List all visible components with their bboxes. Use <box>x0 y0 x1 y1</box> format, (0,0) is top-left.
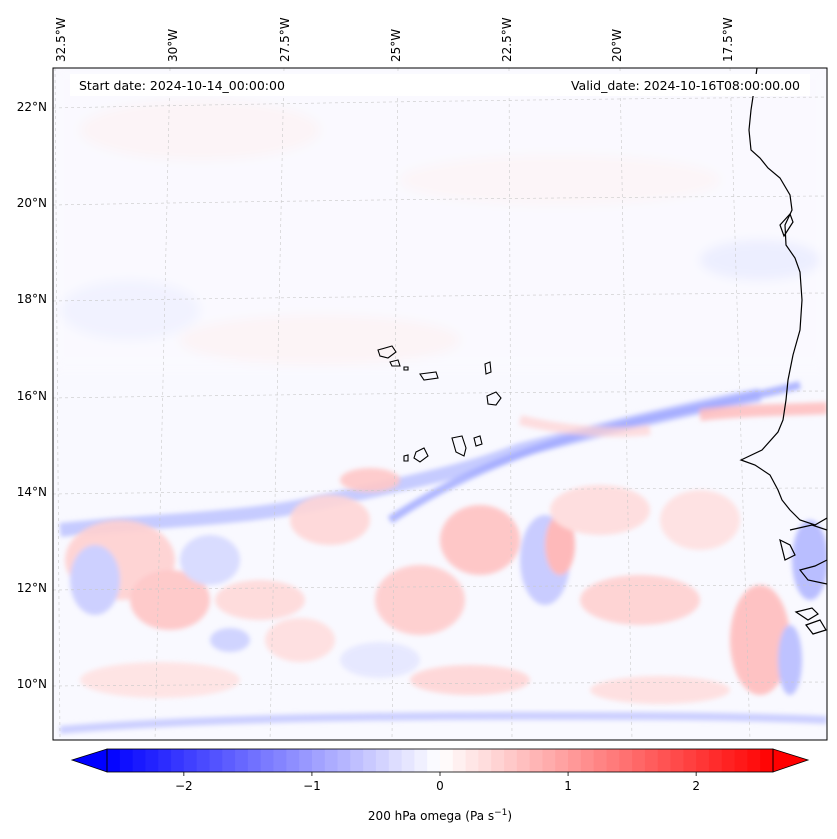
longitude-labels: 32.5°W 30°W 27.5°W 25°W 22.5°W 20°W 17.5… <box>54 17 735 62</box>
colorbar-tick-label: 0 <box>436 779 444 793</box>
colorbar-segment <box>158 749 172 772</box>
colorbar-segment <box>363 749 377 772</box>
map-frame <box>52 67 828 741</box>
omega-field <box>53 68 827 740</box>
colorbar-segment <box>516 749 531 772</box>
colorbar-segment <box>760 749 774 772</box>
info-bar <box>70 74 810 96</box>
lat-label: 16°N <box>17 389 47 403</box>
colorbar-segment <box>491 749 505 772</box>
colorbar-segment <box>504 749 518 772</box>
colorbar-segment <box>235 749 249 772</box>
colorbar-segment <box>644 749 659 772</box>
lat-label: 14°N <box>17 485 47 499</box>
colorbar-tick-label: 1 <box>564 779 572 793</box>
colorbar-segment <box>171 749 185 772</box>
colorbar-tick-label: −1 <box>303 779 321 793</box>
map-panel: Start date: 2024-10-14_00:00:00 Valid_da… <box>52 67 828 741</box>
colorbar-segment <box>606 749 620 772</box>
colorbar-segment <box>721 749 736 772</box>
colorbar-segment <box>427 749 441 772</box>
colorbar-label-exp: −1 <box>494 808 507 818</box>
colorbar-segments <box>107 749 774 772</box>
coastline <box>739 68 827 635</box>
latitude-labels: 22°N 20°N 18°N 16°N 14°N 12°N 10°N <box>17 100 47 691</box>
colorbar-segment <box>401 749 415 772</box>
colorbar-segment <box>708 749 723 772</box>
colorbar-segment <box>132 749 146 772</box>
lon-label: 27.5°W <box>278 17 292 62</box>
colorbar-segment <box>324 749 339 772</box>
colorbar: −2 −1 0 1 2 200 hPa omega (Pa s−1) <box>70 748 810 823</box>
colorbar-segment <box>119 749 134 772</box>
colorbar-segment <box>734 749 748 772</box>
lat-label: 20°N <box>17 196 47 210</box>
lon-label: 22.5°W <box>500 17 514 62</box>
colorbar-segment <box>657 749 672 772</box>
colorbar-segment <box>555 749 569 772</box>
colorbar-segment <box>593 749 607 772</box>
colorbar-min-extend <box>70 748 108 773</box>
colorbar-tick-label: 2 <box>692 779 700 793</box>
lon-label: 30°W <box>166 29 180 62</box>
colorbar-segment <box>670 749 684 772</box>
colorbar-segment <box>337 749 351 772</box>
colorbar-segment <box>568 749 582 772</box>
colorbar-segment <box>632 749 646 772</box>
colorbar-segment <box>388 749 403 772</box>
valid-date-label: Valid_date: 2024-10-16T08:00:00.00 <box>571 78 800 93</box>
colorbar-segment <box>683 749 697 772</box>
colorbar-segment <box>542 749 556 772</box>
lat-label: 12°N <box>17 581 47 595</box>
colorbar-segment <box>107 749 121 772</box>
colorbar-segment <box>478 749 492 772</box>
lon-label: 25°W <box>389 29 403 62</box>
colorbar-segment <box>222 749 236 772</box>
colorbar-label-main: 200 hPa omega (Pa s <box>368 809 494 823</box>
colorbar-segment <box>183 749 198 772</box>
colorbar-segment <box>286 749 300 772</box>
colorbar-segment <box>580 749 595 772</box>
colorbar-segment <box>452 749 467 772</box>
start-date-label: Start date: 2024-10-14_00:00:00 <box>79 78 285 93</box>
colorbar-segment <box>260 749 274 772</box>
lon-label: 32.5°W <box>54 17 68 62</box>
colorbar-segment <box>311 749 326 772</box>
graticule <box>53 68 827 740</box>
lon-label: 17.5°W <box>721 17 735 62</box>
colorbar-segment <box>247 749 262 772</box>
colorbar-segment <box>209 749 223 772</box>
colorbar-segment <box>299 749 313 772</box>
cape-verde-islands <box>377 345 502 463</box>
colorbar-tick-label: −2 <box>175 779 193 793</box>
colorbar-ticks: −2 −1 0 1 2 <box>175 772 700 793</box>
colorbar-segment <box>375 749 390 772</box>
colorbar-label-close: ) <box>507 809 512 823</box>
colorbar-segment <box>619 749 633 772</box>
lat-label: 10°N <box>17 677 47 691</box>
colorbar-segment <box>465 749 479 772</box>
lat-label: 22°N <box>17 100 47 114</box>
colorbar-segment <box>273 749 287 772</box>
colorbar-segment <box>529 749 543 772</box>
lat-label: 18°N <box>17 292 47 306</box>
colorbar-segment <box>196 749 210 772</box>
colorbar-segment <box>440 749 454 772</box>
colorbar-segment <box>145 749 159 772</box>
colorbar-segment <box>414 749 428 772</box>
colorbar-segment <box>350 749 364 772</box>
lon-label: 20°W <box>610 29 624 62</box>
colorbar-segment <box>747 749 761 772</box>
colorbar-segment <box>696 749 710 772</box>
colorbar-max-extend <box>772 748 810 773</box>
colorbar-label: 200 hPa omega (Pa s−1) <box>368 808 512 823</box>
